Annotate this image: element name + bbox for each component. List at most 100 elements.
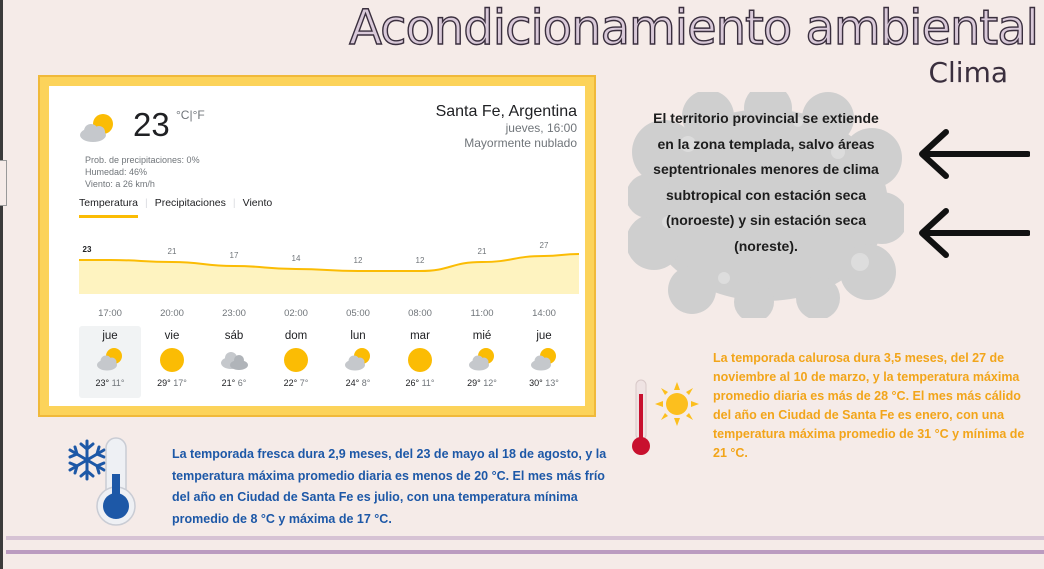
hour-label: 05:00 xyxy=(346,308,370,319)
daily-forecast: jue 23° 11° vie 29° 17° sáb 21° 6° dom 22° 7° lu… xyxy=(79,326,579,398)
weather-widget-frame: 23 °C|°F Prob. de precipitaciones: 0% Hu… xyxy=(38,75,596,417)
forecast-day-range: 22° 7° xyxy=(265,378,327,388)
thermometer-hot-icon xyxy=(632,379,650,455)
weather-widget: 23 °C|°F Prob. de precipitaciones: 0% Hu… xyxy=(49,86,585,406)
forecast-day[interactable]: mar 26° 11° xyxy=(389,326,451,398)
left-edge-bar xyxy=(0,0,3,569)
forecast-day[interactable]: sáb 21° 6° xyxy=(203,326,265,398)
hour-label: 23:00 xyxy=(222,308,246,319)
forecast-day-range: 29° 17° xyxy=(141,378,203,388)
tab-wind[interactable]: Viento xyxy=(242,197,273,209)
hour-label: 17:00 xyxy=(98,308,122,319)
forecast-day[interactable]: mié 29° 12° xyxy=(451,326,513,398)
sun-icon xyxy=(284,348,308,372)
partly-cloudy-icon xyxy=(80,114,113,142)
forecast-high: 22° xyxy=(283,378,300,388)
tab-precipitation[interactable]: Precipitaciones xyxy=(154,197,226,209)
forecast-day-name: jue xyxy=(536,330,552,342)
partly-cloudy-icon xyxy=(345,348,370,371)
forecast-low: 12° xyxy=(483,378,497,388)
sun-icon xyxy=(408,348,432,372)
arrow-left-icon xyxy=(919,208,1030,258)
page-subtitle: Clima xyxy=(928,56,1008,89)
footer-divider xyxy=(6,550,1044,554)
forecast-day-name: mar xyxy=(410,330,430,342)
partly-cloudy-icon xyxy=(469,348,494,371)
humidity: Humedad: 46% xyxy=(85,167,148,177)
unit-toggle[interactable]: °C|°F xyxy=(176,108,205,122)
hour-label: 02:00 xyxy=(284,308,308,319)
forecast-day-range: 29° 12° xyxy=(451,378,513,388)
hot-season-text: La temporada calurosa dura 3,5 meses, de… xyxy=(713,351,1025,460)
thermometer-cold-icon xyxy=(96,437,136,526)
temperature-value: 21 xyxy=(478,247,487,256)
tab-temperature[interactable]: Temperatura xyxy=(79,197,138,218)
forecast-high: 24° xyxy=(345,378,362,388)
temperature-value: 23 xyxy=(83,245,92,254)
forecast-low: 7° xyxy=(299,378,309,388)
territory-text: El territorio provincial se extiende en … xyxy=(653,110,879,254)
forecast-day-name: vie xyxy=(164,330,180,342)
forecast-high: 29° xyxy=(467,378,484,388)
weather-details: Prob. de precipitaciones: 0% Humedad: 46… xyxy=(85,154,200,190)
forecast-day-name: jue xyxy=(102,330,118,342)
forecast-high: 29° xyxy=(157,378,174,388)
wind: Viento: a 26 km/h xyxy=(85,179,155,189)
forecast-day-name: mié xyxy=(472,330,492,342)
forecast-low: 17° xyxy=(173,378,187,388)
temperature-value: 14 xyxy=(292,254,301,263)
temperature-value: 17 xyxy=(230,251,239,260)
forecast-day-name: lun xyxy=(350,330,366,342)
forecast-day[interactable]: jue 30° 13° xyxy=(513,326,575,398)
cold-season-text: La temporada fresca dura 2,9 meses, del … xyxy=(172,447,607,526)
temperature-value: 21 xyxy=(168,247,177,256)
forecast-high: 23° xyxy=(95,378,112,388)
sun-icon xyxy=(655,382,699,426)
temperature-line xyxy=(79,253,579,272)
sun-icon xyxy=(160,348,184,372)
partly-cloudy-icon xyxy=(531,348,556,371)
forecast-day-range: 26° 11° xyxy=(389,378,451,388)
snowflake-icon xyxy=(68,439,106,481)
cloud-shape xyxy=(628,92,904,318)
forecast-day[interactable]: dom 22° 7° xyxy=(265,326,327,398)
forecast-day-range: 30° 13° xyxy=(513,378,575,388)
forecast-low: 8° xyxy=(361,378,371,388)
forecast-low: 13° xyxy=(545,378,559,388)
forecast-day-name: dom xyxy=(284,330,308,342)
temperature-chart: 23 21 17 14 12 12 21 27 xyxy=(79,241,579,294)
forecast-high: 21° xyxy=(221,378,238,388)
forecast-high: 30° xyxy=(529,378,546,388)
temperature-area xyxy=(79,254,579,294)
hour-labels: 17:00 20:00 23:00 02:00 05:00 08:00 11:00 14:00 xyxy=(79,308,579,322)
weather-tabs: Temperatura | Precipitaciones | Viento xyxy=(79,197,272,218)
temperature-value: 12 xyxy=(354,256,363,265)
forecast-day-range: 23° 11° xyxy=(79,378,141,388)
precipitation-probability: Prob. de precipitaciones: 0% xyxy=(85,155,200,165)
forecast-high: 26° xyxy=(405,378,422,388)
forecast-low: 6° xyxy=(237,378,247,388)
hour-label: 11:00 xyxy=(470,308,494,319)
forecast-low: 11° xyxy=(421,378,435,388)
location-block: Santa Fe, Argentina jueves, 16:00 Mayorm… xyxy=(436,103,577,151)
forecast-day-range: 24° 8° xyxy=(327,378,389,388)
partly-cloudy-icon xyxy=(97,348,122,371)
hour-label: 20:00 xyxy=(160,308,184,319)
forecast-day[interactable]: vie 29° 17° xyxy=(141,326,203,398)
temperature-value: 27 xyxy=(540,241,549,250)
current-temperature: 23 xyxy=(133,106,170,143)
arrow-left-icon xyxy=(919,129,1030,179)
tab-separator: | xyxy=(232,197,236,209)
location-time: jueves, 16:00 xyxy=(505,121,577,135)
page-title: Acondicionamiento ambiental xyxy=(348,0,1039,57)
left-edge-tab xyxy=(0,160,7,206)
forecast-day[interactable]: jue 23° 11° xyxy=(79,326,141,398)
hour-label: 08:00 xyxy=(408,308,432,319)
temperature-value: 12 xyxy=(416,256,425,265)
forecast-day[interactable]: lun 24° 8° xyxy=(327,326,389,398)
current-condition: Mayormente nublado xyxy=(464,136,577,150)
forecast-day-range: 21° 6° xyxy=(203,378,265,388)
forecast-low: 11° xyxy=(111,378,125,388)
hour-label: 14:00 xyxy=(532,308,556,319)
footer-divider xyxy=(6,536,1044,540)
